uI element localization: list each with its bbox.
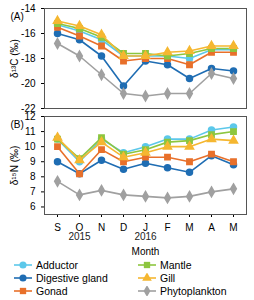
svg-text:S: S <box>54 222 61 233</box>
svg-text:2016: 2016 <box>134 231 157 242</box>
svg-text:δ¹³C (‰): δ¹³C (‰) <box>9 39 20 78</box>
svg-text:7: 7 <box>30 186 36 197</box>
html-text:Digestive gland: Digestive gland <box>36 271 108 284</box>
svg-text:J: J <box>143 221 148 233</box>
svg-text:-20: -20 <box>21 78 36 89</box>
svg-text:D: D <box>120 222 127 233</box>
svg-text:F: F <box>164 222 170 233</box>
svg-text:Month: Month <box>132 246 160 257</box>
svg-text:6: 6 <box>30 201 36 212</box>
svg-text:9: 9 <box>30 156 36 167</box>
svg-text:-14: -14 <box>21 2 36 14</box>
svg-text:-22: -22 <box>21 103 36 112</box>
svg-text:(A): (A) <box>11 11 24 22</box>
html-text:Gonad: Gonad <box>36 284 68 297</box>
svg-text:A: A <box>208 222 215 233</box>
svg-text:8: 8 <box>30 171 36 182</box>
svg-text:M: M <box>185 222 193 233</box>
html-text:Gill: Gill <box>160 271 176 284</box>
svg-text:2015: 2015 <box>68 231 91 242</box>
svg-text:(B): (B) <box>11 119 24 130</box>
html-text:Mantle: Mantle <box>160 258 192 271</box>
svg-text:M: M <box>229 222 237 233</box>
svg-text:12: 12 <box>24 112 36 122</box>
svg-text:-16: -16 <box>21 28 36 39</box>
svg-text:10: 10 <box>24 141 36 152</box>
html-text:Adductor: Adductor <box>36 258 78 271</box>
svg-text:-18: -18 <box>21 53 36 64</box>
svg-text:11: 11 <box>25 126 36 137</box>
svg-text:O: O <box>75 221 84 233</box>
svg-text:N: N <box>98 222 105 233</box>
svg-text:δ¹⁵N (‰): δ¹⁵N (‰) <box>9 146 20 186</box>
html-text:Phytoplankton: Phytoplankton <box>160 284 227 297</box>
